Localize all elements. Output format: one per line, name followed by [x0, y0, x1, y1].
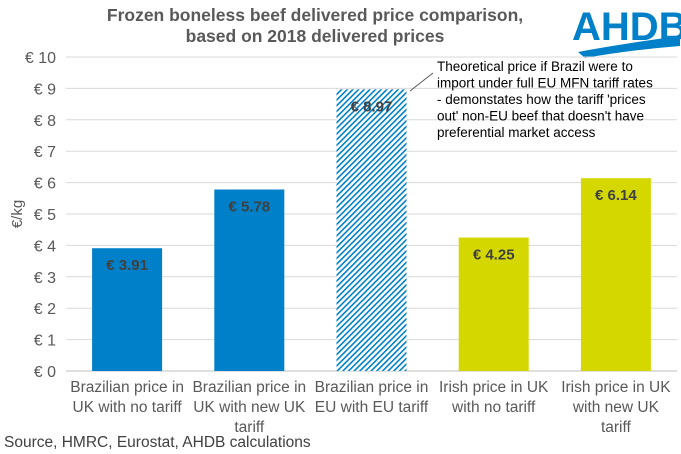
annotation-text: Theoretical price if Brazil were to [437, 59, 633, 74]
y-tick-label: € 1 [34, 333, 56, 350]
y-tick-label: € 6 [34, 176, 56, 193]
y-tick-label: € 4 [34, 238, 56, 255]
annotation-text: import under full EU MFN tariff rates [437, 76, 653, 91]
chart-title: Frozen boneless beef delivered price com… [107, 5, 523, 25]
annotation-leader-line [409, 72, 434, 92]
data-label: € 8.97 [351, 98, 393, 115]
data-label: € 5.78 [228, 199, 270, 216]
y-tick-label: € 7 [34, 144, 56, 161]
x-tick-label: Irish price in UK [439, 379, 549, 396]
annotation-text: out' non-EU beef that doesn't have [437, 109, 644, 124]
source-note: Source, HMRC, Eurostat, AHDB calculation… [4, 434, 311, 451]
data-label: € 3.91 [106, 257, 148, 274]
bar [336, 89, 407, 371]
x-tick-label: UK with new UK [193, 399, 306, 416]
y-tick-label: € 3 [34, 270, 56, 287]
x-tick-label: Brazilian price in [70, 379, 184, 396]
data-label: € 4.25 [473, 247, 515, 264]
bar [214, 189, 285, 371]
bar [458, 237, 529, 371]
ahdb-logo: AHDB [572, 5, 681, 58]
y-tick-label: € 9 [34, 81, 56, 98]
y-tick-label: € 2 [34, 301, 56, 318]
x-tick-label: Irish price in UK [561, 379, 671, 396]
x-tick-label: tariff [601, 419, 632, 436]
chart-title: based on 2018 delivered prices [186, 26, 445, 46]
y-axis-label: €/kg [9, 200, 26, 228]
logo-wave-icon [578, 36, 680, 58]
y-tick-label: € 8 [34, 113, 56, 130]
annotation-text: preferential market access [437, 125, 596, 140]
x-tick-label: with no tariff [451, 399, 536, 416]
annotation-text: - demonstates how the tariff 'prices [437, 92, 646, 107]
x-tick-label: with new UK [572, 399, 660, 416]
bar [92, 248, 163, 371]
x-tick-label: Brazilian price in [315, 379, 429, 396]
x-tick-label: UK with no tariff [73, 399, 183, 416]
bar [580, 178, 651, 371]
x-tick-label: EU with EU tariff [315, 399, 429, 416]
x-tick-label: tariff [234, 419, 265, 436]
y-tick-label: € 0 [34, 364, 56, 381]
data-label: € 6.14 [595, 187, 637, 204]
y-tick-label: € 5 [34, 207, 56, 224]
x-tick-label: Brazilian price in [192, 379, 306, 396]
y-tick-label: € 10 [25, 50, 56, 67]
